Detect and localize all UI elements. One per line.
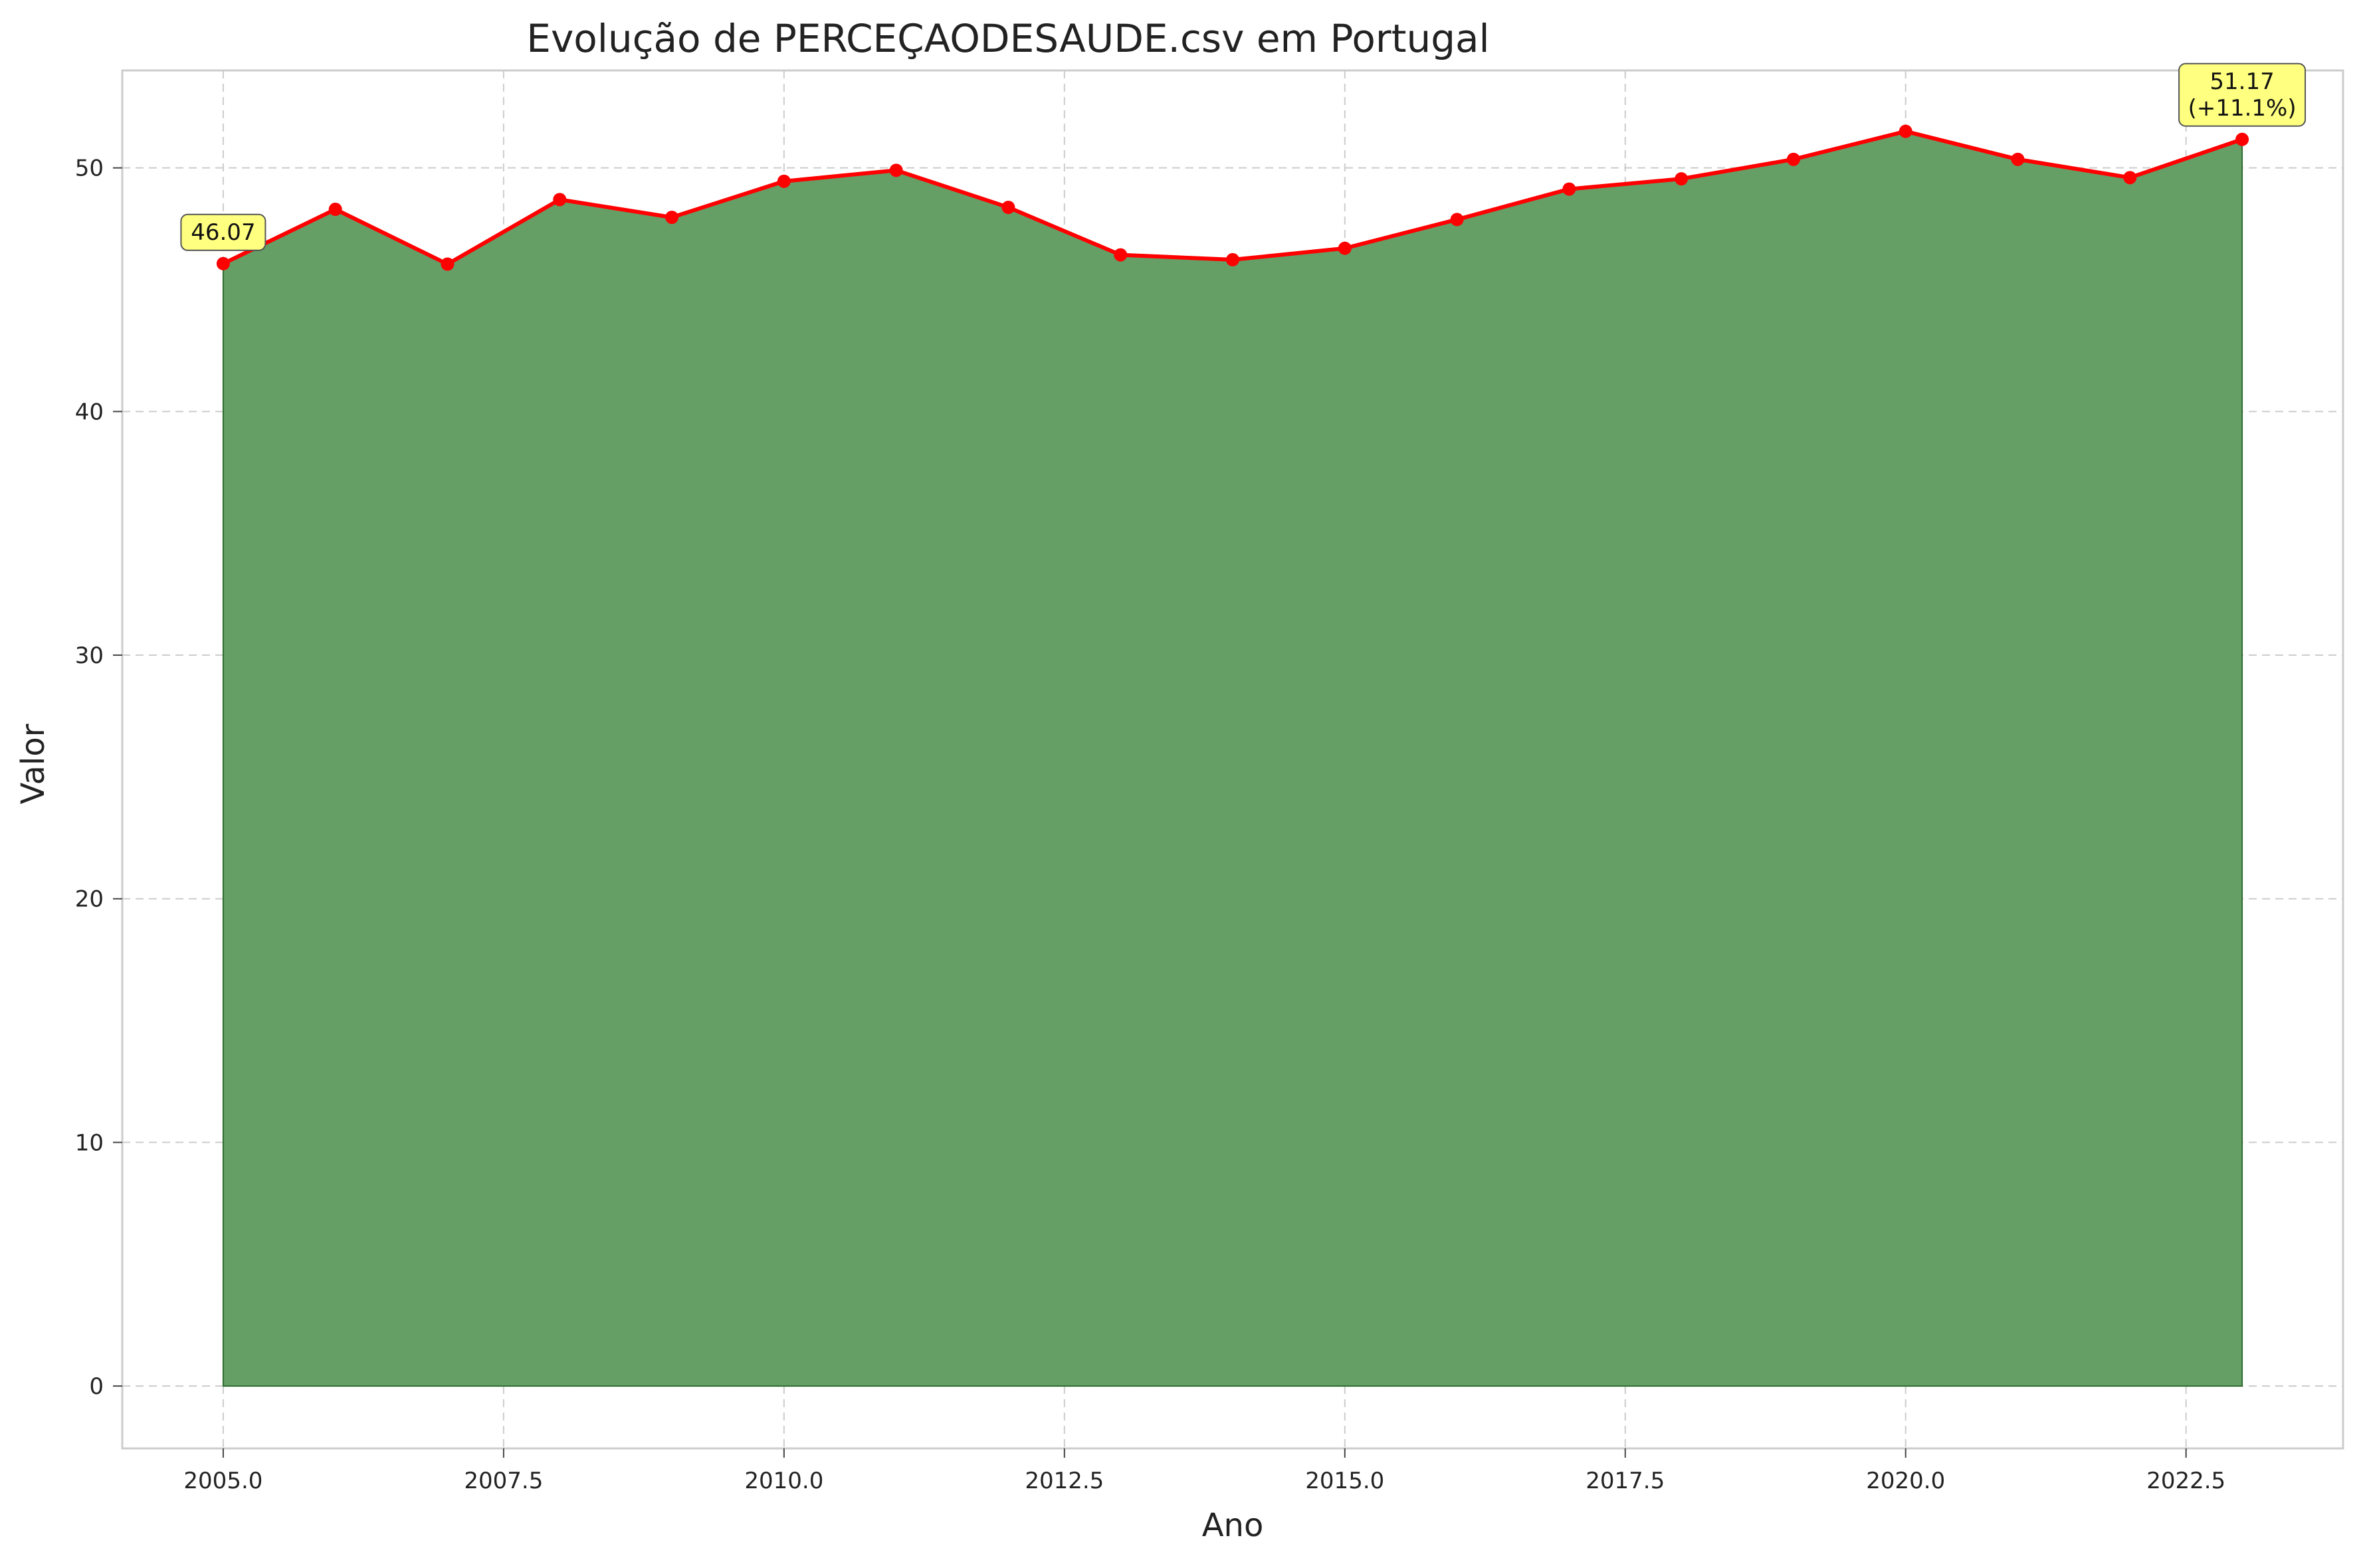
annotation-label: 51.17 [2209,68,2274,95]
x-tick-label: 2005.0 [183,1468,262,1494]
data-point [216,256,230,270]
data-point [1562,182,1576,196]
data-point [2011,152,2025,166]
data-point [1114,248,1128,262]
annotation-box [2178,62,2307,127]
y-tick-label: 10 [75,1129,104,1156]
data-point [441,257,455,271]
data-point [889,163,903,177]
data-point [1001,201,1015,215]
x-tick-label: 2007.5 [464,1468,543,1494]
x-tick-label: 2017.5 [1586,1468,1665,1494]
data-point [1675,172,1689,186]
annotation-box [180,213,266,251]
data-point [1338,241,1352,255]
area-fill [222,130,2243,1387]
x-tick-label: 2010.0 [744,1468,823,1494]
data-point [1899,124,1912,138]
chart-title: Evolução de PERCEÇAODESAUDE.csv em Portu… [526,16,1489,61]
x-axis-title: Ano [1202,1507,1264,1544]
data-point [553,193,567,207]
annotation-label: (+11.1%) [2188,95,2297,122]
data-point [2123,171,2137,185]
y-tick-label: 30 [75,642,104,669]
x-tick-label: 2015.0 [1305,1468,1384,1494]
annotation-label: 46.07 [191,219,255,246]
x-tick-label: 2020.0 [1866,1468,1945,1494]
y-tick-label: 50 [75,155,104,182]
annotations: 46.07 51.17(+11.1%) [180,62,2307,251]
y-axis-ticks: 0 10 20 30 40 50 [75,155,122,1400]
data-point [1450,213,1464,227]
data-point [665,211,679,225]
data-point [2235,132,2249,146]
x-axis-ticks: 2005.0 2007.5 2010.0 2012.5 2015.0 2017.5 2020… [183,1448,2225,1494]
x-tick-label: 2022.5 [2146,1468,2225,1494]
data-point [328,203,342,217]
data-point [1786,152,1800,166]
x-tick-label: 2012.5 [1025,1468,1104,1494]
y-tick-label: 40 [75,399,104,425]
y-tick-label: 20 [75,886,104,913]
data-point [777,174,791,188]
y-axis-title: Valor [15,724,52,804]
area-series [216,124,2249,1387]
data-point [1226,252,1239,266]
plot-frame [121,69,2344,1450]
y-tick-label: 0 [89,1373,104,1400]
